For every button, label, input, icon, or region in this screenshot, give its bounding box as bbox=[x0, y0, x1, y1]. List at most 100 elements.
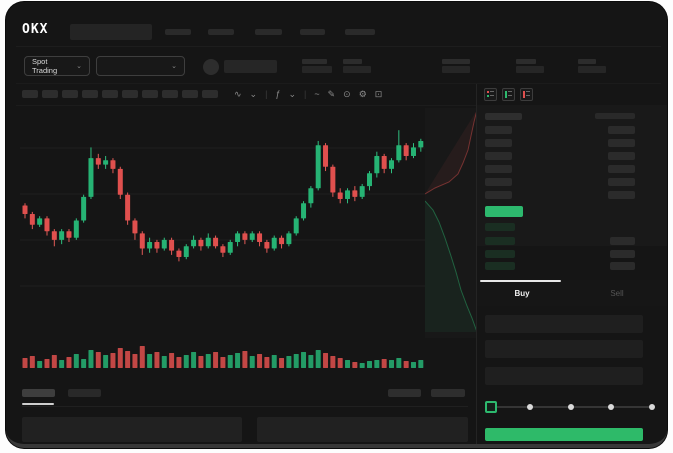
toolbar-divider-line bbox=[16, 105, 476, 106]
order-form-field[interactable] bbox=[485, 340, 643, 358]
timeframe-button[interactable] bbox=[122, 90, 138, 98]
bid-price[interactable] bbox=[485, 250, 515, 258]
ask-price[interactable] bbox=[485, 165, 512, 173]
timeframe-button[interactable] bbox=[42, 90, 58, 98]
bid-price[interactable] bbox=[485, 262, 515, 270]
timeframe-button[interactable] bbox=[82, 90, 98, 98]
indicators-icon[interactable]: ƒ bbox=[275, 89, 281, 99]
stat-value-placeholder bbox=[302, 66, 332, 73]
nav-item[interactable] bbox=[300, 29, 325, 35]
slider-stop-dot[interactable] bbox=[649, 404, 655, 410]
logo-suffix-placeholder bbox=[70, 24, 152, 40]
ask-price[interactable] bbox=[485, 191, 512, 199]
ask-price[interactable] bbox=[485, 178, 512, 186]
nav-item[interactable] bbox=[208, 29, 234, 35]
timeframe-button[interactable] bbox=[142, 90, 158, 98]
chart-type-icon[interactable]: ∿ bbox=[234, 88, 242, 99]
bottom-action-2[interactable] bbox=[431, 389, 465, 397]
stat-label-placeholder bbox=[442, 59, 470, 64]
toolbar-divider: | bbox=[265, 89, 268, 99]
tab-sell[interactable]: Sell bbox=[610, 288, 624, 298]
stat-group bbox=[302, 59, 332, 73]
active-tab-indicator bbox=[480, 280, 561, 282]
pair-coin-icon bbox=[203, 59, 219, 75]
ask-amount[interactable] bbox=[608, 152, 635, 160]
bottom-tab-underline bbox=[22, 403, 54, 405]
stat-value-placeholder bbox=[516, 66, 544, 73]
bottom-action-1[interactable] bbox=[388, 389, 421, 397]
chart-type-chevron-icon[interactable]: ⌄ bbox=[249, 88, 258, 99]
bid-price[interactable] bbox=[485, 223, 515, 231]
stat-label-placeholder bbox=[516, 59, 536, 64]
bottom-divider bbox=[22, 406, 468, 407]
timeframe-button[interactable] bbox=[62, 90, 78, 98]
settings-icon[interactable]: ⚙ bbox=[358, 88, 367, 99]
tab-buy[interactable]: Buy bbox=[514, 288, 530, 298]
timeframe-button[interactable] bbox=[162, 90, 178, 98]
amount-slider-handle[interactable] bbox=[485, 401, 497, 413]
pair-selector[interactable]: ⌄ bbox=[96, 56, 185, 76]
last-price-pill[interactable] bbox=[485, 206, 523, 217]
draw-icon[interactable]: ✎ bbox=[327, 88, 336, 99]
timeframe-button[interactable] bbox=[202, 90, 218, 98]
orderbook-sell-icon[interactable] bbox=[520, 88, 533, 101]
depth-overlay[interactable] bbox=[424, 108, 478, 338]
pair-name-placeholder bbox=[224, 60, 277, 73]
bottom-tab-inactive[interactable] bbox=[68, 389, 101, 397]
stat-label-placeholder bbox=[578, 59, 596, 64]
ask-amount[interactable] bbox=[608, 126, 635, 134]
bottom-tab-active[interactable] bbox=[22, 389, 55, 397]
stat-value-placeholder bbox=[442, 66, 470, 73]
nav-item[interactable] bbox=[345, 29, 375, 35]
ask-price[interactable] bbox=[485, 139, 512, 147]
ask-amount[interactable] bbox=[608, 191, 635, 199]
bid-amount[interactable] bbox=[610, 237, 635, 245]
ask-price[interactable] bbox=[485, 152, 512, 160]
stat-value-placeholder bbox=[343, 66, 371, 73]
timeframe-button[interactable] bbox=[102, 90, 118, 98]
buy-submit-button[interactable] bbox=[485, 428, 643, 441]
slider-stop-dot[interactable] bbox=[608, 404, 615, 410]
order-form-field[interactable] bbox=[485, 367, 643, 385]
bid-amount[interactable] bbox=[610, 262, 635, 270]
stat-group bbox=[516, 59, 544, 73]
stat-value-placeholder bbox=[578, 66, 606, 73]
nav-item[interactable] bbox=[165, 29, 191, 35]
timeframe-button[interactable] bbox=[182, 90, 198, 98]
stat-group bbox=[343, 59, 371, 73]
ask-amount[interactable] bbox=[608, 139, 635, 147]
order-form-field[interactable] bbox=[485, 315, 643, 333]
ask-amount[interactable] bbox=[608, 165, 635, 173]
bid-amount[interactable] bbox=[610, 250, 635, 258]
ask-amount[interactable] bbox=[608, 178, 635, 186]
stat-group bbox=[578, 59, 606, 73]
chevron-down-icon: ⌄ bbox=[171, 63, 177, 70]
volume-chart[interactable] bbox=[20, 338, 428, 368]
chart-tools: ∿ ⌄ | ƒ ⌄ | ~ ✎ ⊙ ⚙ ⊡ bbox=[234, 86, 382, 102]
market-type-label: Spot Trading bbox=[32, 57, 58, 75]
slider-stop-dot[interactable] bbox=[526, 404, 533, 410]
orderbook-buy-icon[interactable] bbox=[502, 88, 515, 101]
indicators-chevron-icon[interactable]: ⌄ bbox=[288, 88, 296, 99]
marketbar-divider bbox=[16, 83, 661, 84]
snapshot-icon[interactable]: ⊙ bbox=[343, 88, 351, 99]
trade-tabs: Buy Sell bbox=[477, 280, 667, 306]
compare-icon[interactable]: ~ bbox=[314, 89, 320, 99]
slider-stop-dot[interactable] bbox=[567, 404, 574, 410]
chevron-down-icon: ⌄ bbox=[76, 63, 82, 70]
timeframe-button[interactable] bbox=[22, 90, 38, 98]
nav-item[interactable] bbox=[255, 29, 282, 35]
amount-slider-track[interactable] bbox=[489, 404, 655, 410]
ask-price[interactable] bbox=[485, 126, 512, 134]
market-type-selector[interactable]: Spot Trading ⌄ bbox=[24, 56, 90, 76]
bid-price[interactable] bbox=[485, 237, 515, 245]
fullscreen-icon[interactable]: ⊡ bbox=[374, 88, 383, 99]
orderbook-amount-header bbox=[595, 113, 635, 119]
topbar-divider bbox=[16, 46, 661, 47]
price-chart[interactable] bbox=[20, 108, 428, 336]
bottom-panel-right bbox=[257, 417, 468, 442]
stat-group bbox=[442, 59, 470, 73]
orderbook-combined-icon[interactable] bbox=[484, 88, 497, 101]
okx-logo[interactable]: OKX bbox=[22, 22, 49, 37]
